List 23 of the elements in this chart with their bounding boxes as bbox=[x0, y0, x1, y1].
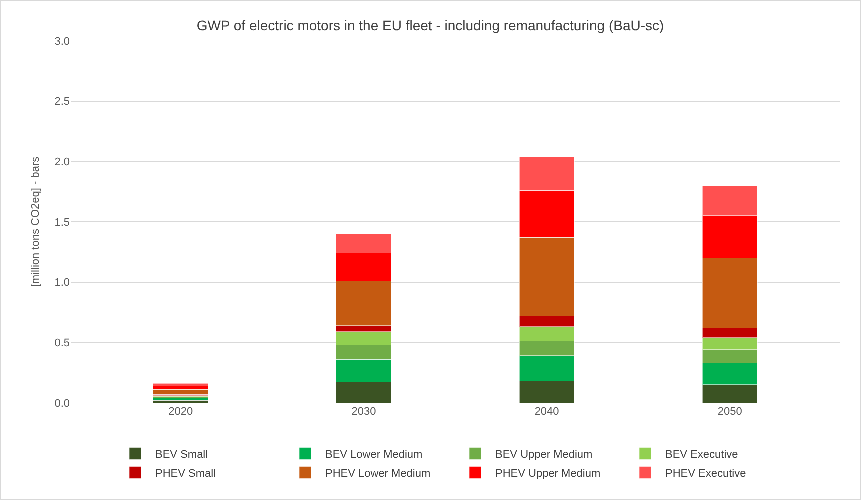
y-tick-label: 1.0 bbox=[54, 277, 70, 290]
y-tick-label: 0.0 bbox=[54, 398, 70, 410]
legend-label: PHEV Executive bbox=[666, 468, 746, 480]
legend-label: BEV Lower Medium bbox=[326, 448, 423, 461]
chart-title: GWP of electric motors in the EU fleet - including remanufacturing (BaU-sc) bbox=[196, 18, 664, 34]
legend-label: PHEV Small bbox=[156, 468, 216, 480]
legend-label: BEV Executive bbox=[666, 448, 738, 461]
y-tick-label: 2.0 bbox=[54, 156, 70, 169]
x-tick-label: 2020 bbox=[168, 406, 194, 418]
y-tick-label: 1.5 bbox=[54, 216, 70, 229]
bar bbox=[153, 383, 209, 386]
legend-label: BEV Upper Medium bbox=[496, 448, 593, 461]
y-tick-label: 0.5 bbox=[54, 338, 70, 350]
legend-label: BEV Small bbox=[156, 448, 208, 461]
y-axis-title: [million tons CO2eq] - bars bbox=[30, 156, 42, 288]
legend-label: PHEV Lower Medium bbox=[326, 468, 431, 480]
y-tick-label: 2.5 bbox=[54, 96, 70, 108]
x-tick-label: 2050 bbox=[718, 406, 742, 418]
bar bbox=[153, 389, 209, 395]
legend-label: PHEV Upper Medium bbox=[496, 468, 601, 480]
y-tick-label: 3.0 bbox=[54, 36, 70, 48]
x-tick-label: 2040 bbox=[534, 406, 560, 418]
x-tick-label: 2030 bbox=[352, 406, 376, 418]
